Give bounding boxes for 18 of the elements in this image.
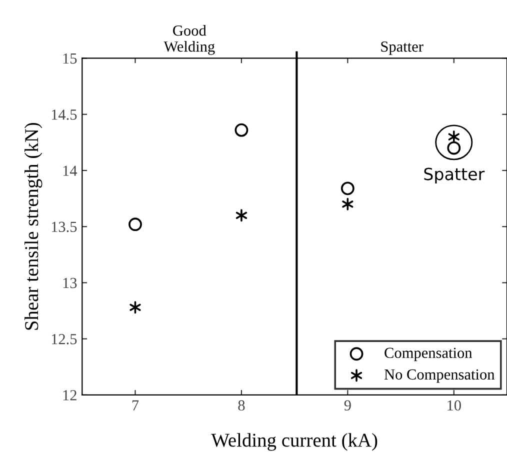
legend-label: Compensation: [384, 348, 472, 362]
y-axis-title: Shear tensile strength (kN): [24, 122, 42, 330]
x-tick-label: 9: [344, 400, 351, 411]
x-tick-label: 8: [238, 400, 245, 411]
x-axis-title: Welding current (kA): [211, 433, 378, 451]
text: Spatter: [381, 42, 424, 55]
x-tick-label: 7: [132, 400, 139, 410]
y-tick-label: 13: [63, 278, 77, 288]
y-tick-label: 12: [63, 390, 76, 400]
y-tick-label: 14: [63, 166, 78, 176]
annotation: Spatter: [424, 168, 485, 184]
text: Good Welding: [164, 25, 215, 55]
y-tick-label: 15: [63, 53, 77, 64]
y-tick-label: 14.5: [52, 110, 77, 120]
y-tick-label: 13.5: [52, 222, 77, 232]
legend-label: No Compensation: [384, 369, 495, 383]
y-tick-label: 12.5: [52, 334, 77, 344]
x-tick-label: 10: [448, 400, 461, 411]
